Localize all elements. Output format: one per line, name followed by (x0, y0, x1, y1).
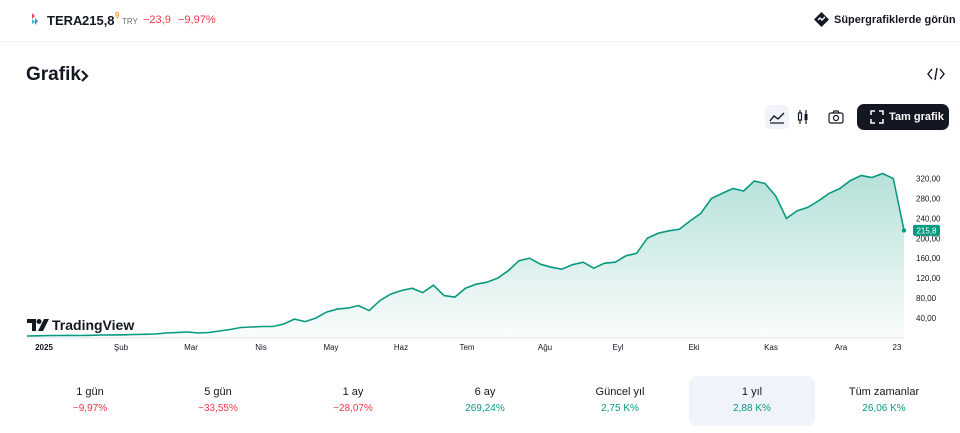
embed-code-icon[interactable] (925, 64, 947, 84)
y-tick-label: 120,00 (916, 274, 941, 283)
last-price-label: 215,8 (916, 226, 937, 235)
x-tick-label: Tem (459, 343, 474, 352)
company-logo-icon (32, 13, 38, 25)
y-tick-label: 200,00 (916, 234, 941, 243)
x-tick-label: Ara (835, 343, 848, 352)
y-tick-label: 160,00 (916, 254, 941, 263)
last-price: 215,8 (82, 13, 115, 28)
full-chart-button[interactable]: Tam grafik (857, 104, 949, 130)
full-chart-label: Tam grafik (889, 111, 944, 123)
price-superscript: 9 (115, 11, 120, 20)
x-tick-label: Nis (255, 343, 267, 352)
candlestick-chart-button[interactable] (791, 105, 815, 129)
snapshot-button[interactable] (824, 105, 848, 129)
period-button[interactable]: Güncel yıl 2,75 K% (557, 376, 683, 426)
x-tick-label: Mar (184, 343, 198, 352)
x-tick-label: Şub (114, 343, 129, 352)
section-title[interactable]: Grafik (26, 64, 81, 85)
period-label: Güncel yıl (595, 386, 645, 398)
camera-icon (828, 110, 844, 124)
period-label: 6 ay (474, 386, 496, 398)
tradingview-wordmark: TradingView (52, 317, 135, 333)
period-label: Tüm zamanlar (848, 386, 920, 398)
period-selector: 1 gün −9,97% 5 gün −33,55% 1 ay −28,07% 6 ay 26… (24, 376, 952, 426)
y-tick-label: 280,00 (916, 194, 941, 203)
period-button[interactable]: 6 ay 269,24% (422, 376, 548, 426)
period-change: −33,55% (198, 403, 238, 414)
x-tick-label: Haz (394, 343, 408, 352)
period-change: 2,88 K% (733, 403, 771, 414)
candlestick-icon (797, 110, 808, 124)
supercharts-link[interactable]: Süpergrafiklerde görün (834, 14, 956, 26)
period-change: 269,24% (465, 403, 505, 414)
period-change: 2,75 K% (601, 403, 639, 414)
chevron-right-icon[interactable] (80, 69, 90, 83)
y-tick-label: 80,00 (916, 294, 937, 303)
price-change-percent: −9,97% (178, 14, 216, 26)
x-tick-label: Eyl (612, 343, 623, 352)
y-tick-label: 40,00 (916, 314, 937, 323)
period-label: 1 yıl (741, 386, 763, 398)
period-button[interactable]: 1 ay −28,07% (290, 376, 416, 426)
y-tick-label: 320,00 (916, 175, 941, 184)
price-chart[interactable]: 320,00 280,00 240,00 200,00 160,00 120,00 80,0… (0, 140, 960, 360)
supercharts-icon[interactable] (813, 11, 830, 28)
period-label: 1 gün (76, 386, 104, 398)
last-price-badge (913, 224, 940, 236)
tradingview-logo-icon (27, 319, 49, 331)
period-change: 26,06 K% (862, 403, 906, 414)
series-area (27, 173, 904, 338)
x-tick-label: Kas (764, 343, 778, 352)
fullscreen-icon (870, 110, 884, 124)
last-price-dot (901, 228, 907, 233)
ticker-symbol[interactable]: TERA (47, 13, 83, 28)
period-label: 5 gün (204, 386, 232, 398)
line-chart-icon (769, 112, 785, 124)
period-button[interactable]: 1 yıl 2,88 K% (689, 376, 815, 426)
period-button[interactable]: 1 gün −9,97% (27, 376, 153, 426)
period-change: −9,97% (72, 403, 108, 414)
x-tick-label: May (323, 343, 338, 352)
y-tick-label: 240,00 (916, 214, 941, 223)
price-change: −23,9 (143, 14, 171, 26)
x-tick-label: Ağu (538, 343, 552, 352)
x-tick-label: 23 (893, 343, 902, 352)
series-line (26, 172, 905, 337)
top-bar: TERA 215,8 9 TRY −23,9 −9,97% Süpergrafi… (0, 0, 960, 42)
x-tick-label: 2025 (35, 343, 53, 352)
currency-label: TRY (122, 17, 138, 26)
period-button[interactable]: 5 gün −33,55% (155, 376, 281, 426)
period-change: −28,07% (333, 403, 373, 414)
line-chart-button[interactable] (765, 105, 789, 129)
x-tick-label: Eki (688, 343, 699, 352)
period-button[interactable]: Tüm zamanlar 26,06 K% (821, 376, 947, 426)
period-label: 1 ay (342, 386, 364, 398)
